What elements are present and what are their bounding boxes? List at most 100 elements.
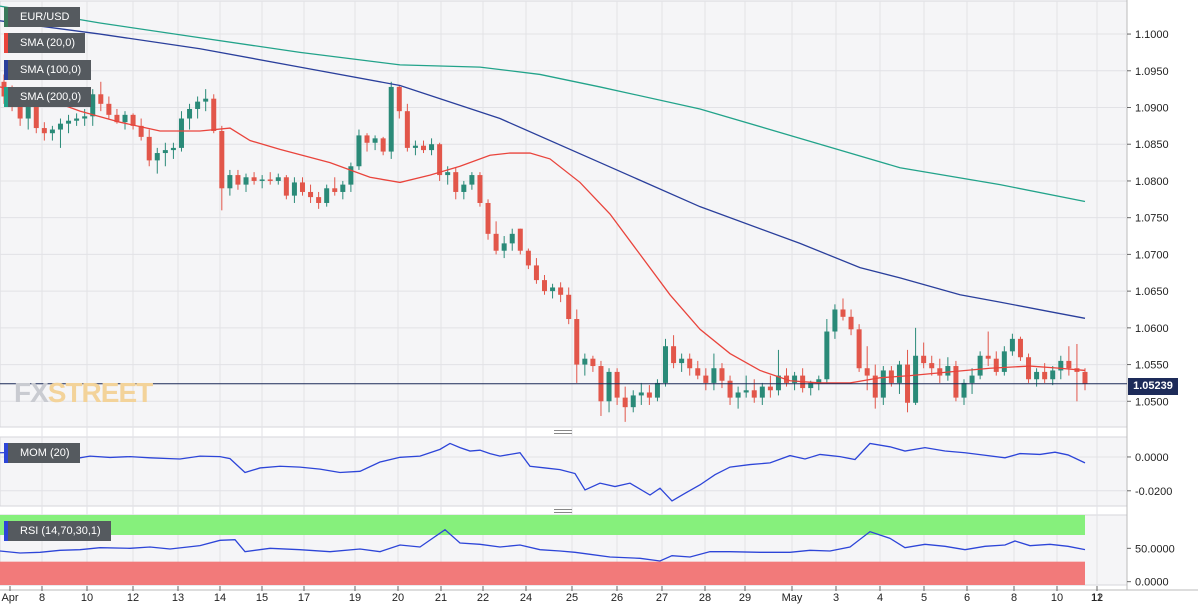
- date-axis-label: 3: [833, 592, 839, 604]
- sma20-legend[interactable]: SMA (20,0): [4, 33, 86, 53]
- date-axis-label: 14: [214, 592, 226, 604]
- candle-body: [541, 280, 548, 292]
- candle-body: [622, 397, 628, 408]
- candle-body: [251, 177, 257, 181]
- candle-body: [437, 144, 443, 176]
- candle-body: [219, 131, 225, 189]
- candle-body: [767, 386, 773, 391]
- candle-body: [299, 182, 305, 192]
- candle-body: [864, 368, 870, 376]
- candle-body: [195, 101, 201, 109]
- candle-body: [477, 175, 483, 203]
- candle-body: [840, 309, 846, 317]
- pane-resize-handle-2[interactable]: [554, 509, 572, 513]
- candle-body: [654, 382, 660, 398]
- candle-body: [558, 287, 564, 295]
- candle-body: [275, 177, 281, 181]
- rsi-line: [0, 528, 1086, 562]
- sma20-line: [0, 86, 1086, 384]
- date-axis-label: 27: [656, 592, 668, 604]
- sma200-line: [0, 5, 1086, 203]
- mom-legend[interactable]: MOM (20): [4, 443, 80, 463]
- sma200-legend[interactable]: SMA (200,0): [4, 87, 92, 107]
- candle-body: [703, 375, 709, 383]
- symbol-legend[interactable]: EUR/USD: [4, 7, 80, 27]
- candle-body: [74, 118, 80, 121]
- candle-body: [582, 358, 588, 365]
- candle-body: [727, 380, 733, 398]
- price-axis-label: 1.1000: [1135, 29, 1169, 41]
- candle-body: [138, 125, 144, 137]
- candle-body: [872, 375, 878, 398]
- candle-body: [816, 379, 822, 383]
- date-axis-label: 10: [1051, 592, 1063, 604]
- candle-body: [308, 191, 314, 198]
- candle-body: [929, 363, 935, 369]
- candle-body: [630, 395, 636, 408]
- candle-body: [66, 120, 72, 124]
- candle-body: [719, 368, 725, 381]
- candle-body: [364, 135, 370, 143]
- candle-body: [614, 371, 620, 398]
- candle-body: [162, 150, 168, 154]
- rsi-legend[interactable]: RSI (14,70,30,1): [4, 521, 111, 541]
- last-price-tag: 1.05239: [1128, 378, 1178, 395]
- candle-body: [638, 392, 644, 396]
- candle-body: [146, 136, 152, 161]
- candle-body: [945, 366, 951, 376]
- candle-body: [98, 94, 104, 104]
- candle-body: [340, 184, 346, 192]
- candle-body: [404, 111, 410, 148]
- candle-body: [646, 392, 652, 398]
- price-axis-label: 1.0500: [1135, 396, 1169, 408]
- candle-body: [1050, 370, 1056, 380]
- candle-body: [396, 86, 402, 112]
- candle-body: [122, 114, 128, 123]
- candle-body: [348, 166, 354, 185]
- date-axis-label: 25: [566, 592, 578, 604]
- rsi-axis-label: 50.0000: [1135, 543, 1175, 555]
- candle-body: [33, 103, 39, 129]
- candle-body: [17, 103, 23, 119]
- date-axis-label: 17: [298, 592, 310, 604]
- candle-body: [687, 358, 693, 369]
- candle-body: [82, 116, 88, 119]
- candle-body: [324, 188, 330, 203]
- pane-resize-handle-1[interactable]: [554, 430, 572, 434]
- candle-body: [533, 265, 539, 281]
- date-axis-label: 4: [877, 592, 883, 604]
- candle-body: [1034, 371, 1040, 380]
- candle-body: [977, 355, 983, 376]
- candle-body: [1009, 338, 1015, 352]
- candle-body: [25, 103, 31, 119]
- rsi-oversold-zone: [0, 561, 1085, 585]
- candle-body: [606, 371, 612, 402]
- watermark-street: STREET: [47, 377, 153, 408]
- candle-body: [993, 358, 999, 372]
- candle-body: [953, 366, 959, 398]
- mom-axis-label: 0.0000: [1135, 452, 1169, 464]
- watermark-fx: FX: [14, 377, 49, 408]
- date-axis-label: 5: [921, 592, 927, 604]
- candle-body: [574, 319, 580, 365]
- candle-body: [921, 355, 927, 364]
- main-pane: [0, 0, 1128, 428]
- candle-body: [517, 228, 523, 251]
- candle-body: [671, 346, 677, 364]
- candle-body: [937, 368, 943, 376]
- candle-body: [469, 175, 475, 185]
- date-axis-label: 20: [392, 592, 404, 604]
- date-axis-label: 13: [172, 592, 184, 604]
- price-axis-label: 1.0800: [1135, 176, 1169, 188]
- candle-body: [154, 153, 160, 161]
- date-axis-label: 15: [256, 592, 268, 604]
- candle-body: [114, 114, 120, 123]
- candle-body: [49, 129, 55, 134]
- candle-body: [590, 358, 596, 367]
- date-axis-label: 29: [739, 592, 751, 604]
- sma100-legend[interactable]: SMA (100,0): [4, 60, 92, 80]
- candle-body: [985, 355, 991, 359]
- candle-body: [380, 138, 386, 152]
